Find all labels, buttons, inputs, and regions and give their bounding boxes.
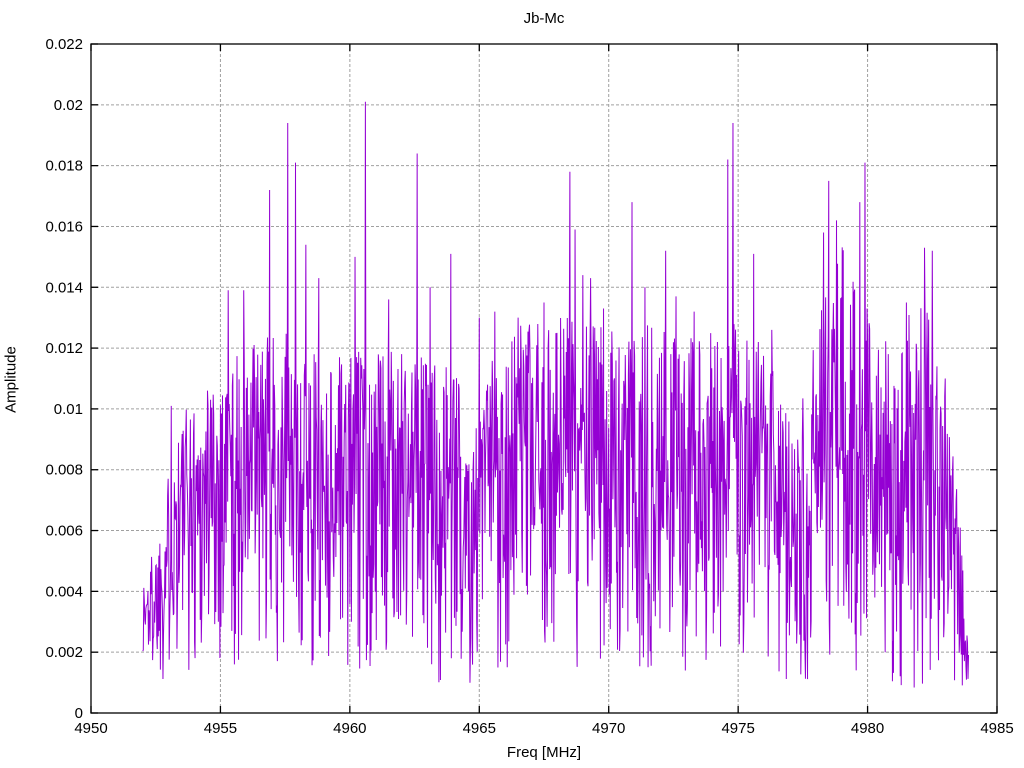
y-tick-label: 0.016 xyxy=(45,218,83,235)
x-tick-label: 4980 xyxy=(851,720,884,737)
x-tick-label: 4985 xyxy=(980,720,1013,737)
x-axis-label: Freq [MHz] xyxy=(506,744,582,761)
y-tick-label: 0.022 xyxy=(45,36,83,53)
y-tick-label: 0.02 xyxy=(54,97,83,114)
series-line xyxy=(142,101,970,688)
chart-title: Jb-Mc xyxy=(523,10,565,27)
x-tick-label: 4960 xyxy=(333,720,366,737)
y-tick-label: 0.01 xyxy=(54,401,83,418)
y-tick-label: 0.018 xyxy=(45,158,83,175)
x-tick-label: 4970 xyxy=(592,720,625,737)
y-tick-label: 0.012 xyxy=(45,340,83,357)
y-axis-label: Amplitude xyxy=(2,346,20,413)
x-tick-label: 4965 xyxy=(463,720,496,737)
x-tick-label: 4955 xyxy=(204,720,237,737)
y-tick-label: 0.002 xyxy=(45,644,83,661)
y-tick-label: 0.014 xyxy=(45,279,83,296)
y-tick-label: 0 xyxy=(75,705,83,722)
x-tick-label: 4975 xyxy=(721,720,754,737)
plot-frame xyxy=(90,43,998,714)
y-tick-label: 0.008 xyxy=(45,462,83,479)
x-tick-label: 4950 xyxy=(74,720,107,737)
y-tick-label: 0.006 xyxy=(45,523,83,540)
y-tick-label: 0.004 xyxy=(45,583,83,600)
